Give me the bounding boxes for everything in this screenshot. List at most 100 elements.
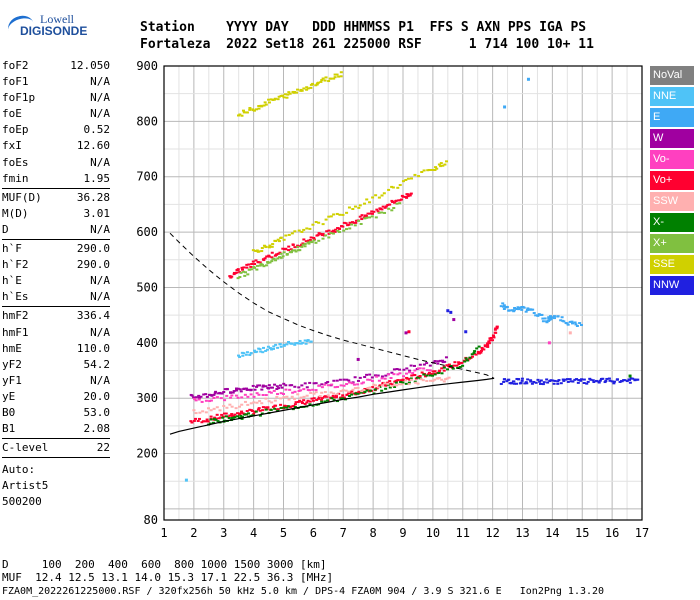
echo-dot [464,330,468,334]
echo-mark [220,392,224,395]
echo-mark [505,305,509,308]
echo-mark [199,395,203,398]
echo-mark [250,263,254,266]
echo-mark [258,264,262,267]
echo-mark [285,96,289,99]
legend-item: Vo+ [650,171,694,190]
echo-mark [329,391,333,394]
echo-mark [512,380,516,383]
echo-mark [257,107,261,110]
echo-mark [350,382,354,385]
echo-mark [317,397,321,400]
echo-mark [360,218,364,221]
echo-mark [306,339,310,342]
echo-mark [380,375,384,378]
echo-mark [282,406,286,409]
echo-mark [401,381,405,384]
echo-mark [455,364,459,367]
logo-line1: Lowell [40,12,74,26]
echo-mark [542,381,546,384]
echo-mark [479,349,483,352]
echo-mark [300,230,304,233]
echo-mark [436,360,440,363]
echo-mark [204,393,208,396]
y-tick-label: 300 [136,391,158,405]
echo-mark [414,381,418,384]
x-tick-label: 10 [426,526,440,540]
echo-mark [281,392,285,395]
echo-mark [392,207,396,210]
profile-topside-dashed [169,232,495,379]
echo-mark [426,169,430,172]
echo-mark [348,391,352,394]
echo-mark [545,378,549,381]
echo-mark [370,386,374,389]
echo-mark [240,268,244,271]
echo-mark [253,263,257,266]
chart-grid [163,65,643,520]
param-key: MUF(D) [2,190,42,204]
echo-mark [433,370,437,373]
echo-mark [331,394,335,397]
x-tick-label: 17 [635,526,649,540]
echo-mark [276,393,280,396]
echo-mark [336,400,340,403]
echo-mark [254,249,258,252]
echo-mark [305,386,309,389]
echo-mark [431,370,435,373]
echo-mark [263,406,267,409]
echo-mark [475,347,479,350]
echo-mark [253,266,257,269]
echo-mark [284,234,288,237]
echo-mark [431,374,435,377]
echo-mark [384,205,388,208]
echo-mark [205,395,209,398]
echo-mark [264,264,268,267]
echo-mark [502,378,506,381]
echo-mark [248,268,252,271]
echo-mark [282,96,286,99]
echo-mark [311,404,315,407]
echo-mark [249,268,253,271]
echo-mark [269,98,273,101]
echo-mark [386,382,390,385]
echo-mark [300,89,304,92]
echo-mark [198,411,202,414]
echo-mark [377,196,381,199]
echo-mark [545,321,549,324]
echo-mark [324,234,328,237]
echo-mark [406,377,410,380]
echo-mark [305,401,309,404]
param-row: D N/A [2,222,110,238]
echo-mark [508,309,512,312]
echo-mark [305,394,309,397]
echo-mark [562,379,566,382]
echo-mark [200,421,204,424]
y-axis-bottom-label: 80 [144,513,158,527]
echo-mark [312,239,316,242]
echo-mark [276,409,280,412]
echo-mark [458,366,462,369]
echo-mark [281,255,285,258]
echo-mark [210,394,214,397]
autoscale-artist: Artist5 [2,479,49,493]
echo-mark [285,406,289,409]
param-row: yE 20.0 [2,389,110,405]
x-tick-label: 5 [280,526,287,540]
param-key: h`F [2,242,22,256]
echo-mark [370,379,374,382]
echo-mark [434,166,438,169]
echo-mark [223,399,227,402]
echo-mark [447,376,451,379]
echo-mark [233,413,237,416]
param-value: N/A [90,373,110,387]
echo-mark [305,88,309,91]
echo-mark [383,382,387,385]
param-key: hmE [2,341,22,355]
echo-dot [446,309,450,313]
echo-mark [553,317,557,320]
echo-mark [308,381,312,384]
echo-mark [368,212,372,215]
echo-mark [196,420,200,423]
echo-mark [234,407,238,410]
